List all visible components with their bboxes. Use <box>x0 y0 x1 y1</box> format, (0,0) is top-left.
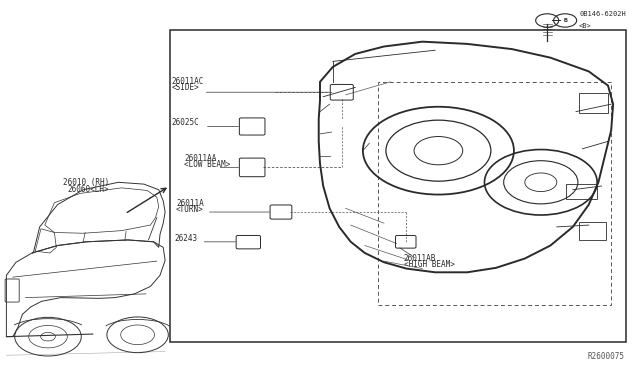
Text: 0B146-6202H: 0B146-6202H <box>579 11 626 17</box>
Text: R2600075: R2600075 <box>587 352 624 361</box>
Text: 26011A: 26011A <box>176 199 204 208</box>
Bar <box>566 184 597 199</box>
Text: 26010 (RH): 26010 (RH) <box>63 178 109 187</box>
Text: <SIDE>: <SIDE> <box>172 83 199 92</box>
Text: 26060<LH>: 26060<LH> <box>67 185 109 193</box>
Bar <box>378 82 611 305</box>
Bar <box>579 222 606 240</box>
Text: 26011AC: 26011AC <box>172 77 204 86</box>
Text: <B>: <B> <box>579 23 592 29</box>
Text: 26243: 26243 <box>174 234 197 243</box>
Text: B: B <box>563 18 567 23</box>
Text: 26011AB: 26011AB <box>404 254 436 263</box>
Text: <TURN>: <TURN> <box>176 205 204 214</box>
Text: 26011AA: 26011AA <box>184 154 217 163</box>
Text: <HIGH BEAM>: <HIGH BEAM> <box>404 260 454 269</box>
Bar <box>170 30 626 342</box>
Text: 26025C: 26025C <box>172 118 199 127</box>
Bar <box>579 93 608 113</box>
Text: <LOW BEAM>: <LOW BEAM> <box>184 160 230 169</box>
